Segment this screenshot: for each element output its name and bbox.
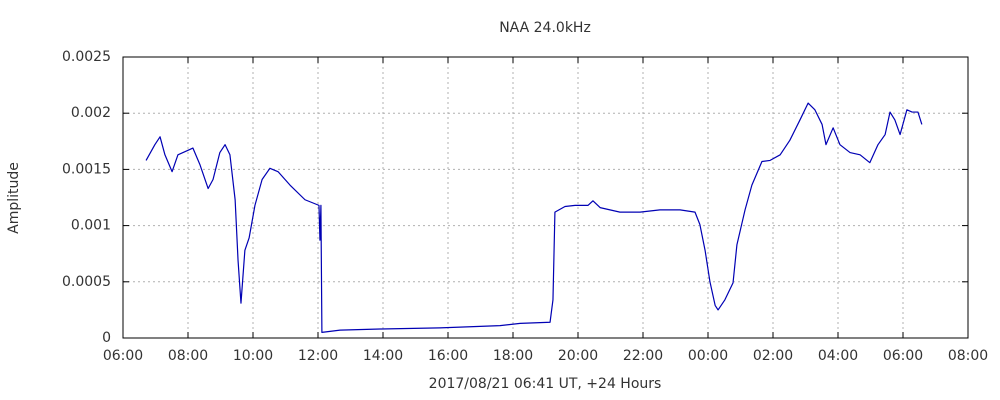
plot-frame bbox=[122, 56, 969, 339]
y-tick-label: 0.001 bbox=[71, 218, 111, 234]
y-tick-label: 0.0015 bbox=[62, 161, 111, 177]
x-tick-label: 04:00 bbox=[818, 348, 858, 364]
x-tick-label: 12:00 bbox=[298, 348, 338, 364]
x-tick-label: 02:00 bbox=[753, 348, 793, 364]
x-tick-label: 00:00 bbox=[688, 348, 728, 364]
data-line bbox=[145, 102, 923, 333]
x-axis-label: 2017/08/21 06:41 UT, +24 Hours bbox=[429, 376, 662, 392]
x-tick-label: 08:00 bbox=[948, 348, 988, 364]
x-tick-label: 20:00 bbox=[558, 348, 598, 364]
x-tick-label: 22:00 bbox=[623, 348, 663, 364]
x-tick-label: 06:00 bbox=[103, 348, 143, 364]
y-tick-label: 0 bbox=[102, 330, 111, 346]
chart-title: NAA 24.0kHz bbox=[499, 20, 591, 36]
y-tick-label: 0.0005 bbox=[62, 274, 111, 290]
y-tick-label: 0.002 bbox=[71, 105, 111, 121]
y-axis-label: Amplitude bbox=[6, 162, 22, 234]
x-tick-label: 10:00 bbox=[233, 348, 273, 364]
x-tick-label: 06:00 bbox=[883, 348, 923, 364]
x-tick-label: 14:00 bbox=[363, 348, 403, 364]
x-tick-label: 16:00 bbox=[428, 348, 468, 364]
x-tick-label: 08:00 bbox=[168, 348, 208, 364]
x-tick-label: 18:00 bbox=[493, 348, 533, 364]
y-tick-label: 0.0025 bbox=[62, 49, 111, 65]
